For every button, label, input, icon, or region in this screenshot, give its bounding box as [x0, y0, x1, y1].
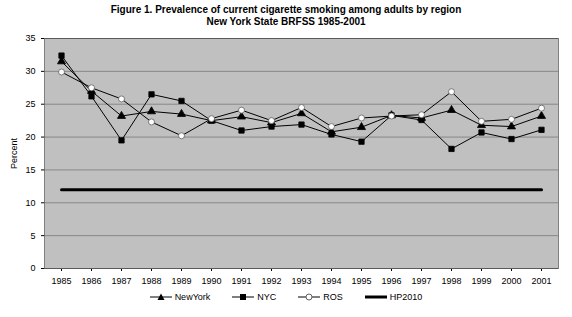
svg-text:1995: 1995	[351, 276, 371, 286]
svg-text:2001: 2001	[531, 276, 551, 286]
html-text:NYC: NYC	[257, 292, 277, 302]
svg-text:30: 30	[25, 66, 35, 76]
html-text:NewYork: NewYork	[174, 292, 211, 302]
svg-text:1990: 1990	[201, 276, 221, 286]
svg-text:0: 0	[30, 263, 35, 273]
svg-text:1988: 1988	[141, 276, 161, 286]
svg-text:1998: 1998	[441, 276, 461, 286]
svg-text:Percent: Percent	[9, 137, 19, 169]
svg-text:25: 25	[25, 99, 35, 109]
svg-text:35: 35	[25, 33, 35, 43]
svg-text:1996: 1996	[381, 276, 401, 286]
svg-text:1993: 1993	[291, 276, 311, 286]
svg-text:1992: 1992	[261, 276, 281, 286]
html-text:Figure 1. Prevalence of curren: Figure 1. Prevalence of current cigarett…	[110, 4, 462, 15]
svg-text:1987: 1987	[111, 276, 131, 286]
svg-text:20: 20	[25, 132, 35, 142]
svg-text:1994: 1994	[321, 276, 341, 286]
svg-text:1989: 1989	[171, 276, 191, 286]
svg-text:15: 15	[25, 165, 35, 175]
svg-text:10: 10	[25, 198, 35, 208]
svg-text:2000: 2000	[501, 276, 521, 286]
svg-text:1999: 1999	[471, 276, 491, 286]
html-text:ROS: ROS	[323, 292, 343, 302]
svg-text:5: 5	[30, 231, 35, 241]
svg-text:1986: 1986	[81, 276, 101, 286]
html-text:New York State BRFSS 1985-2001: New York State BRFSS 1985-2001	[206, 16, 366, 27]
svg-text:1985: 1985	[51, 276, 71, 286]
html-text:HP2010: HP2010	[389, 292, 423, 302]
svg-text:1991: 1991	[231, 276, 251, 286]
svg-text:1997: 1997	[411, 276, 431, 286]
